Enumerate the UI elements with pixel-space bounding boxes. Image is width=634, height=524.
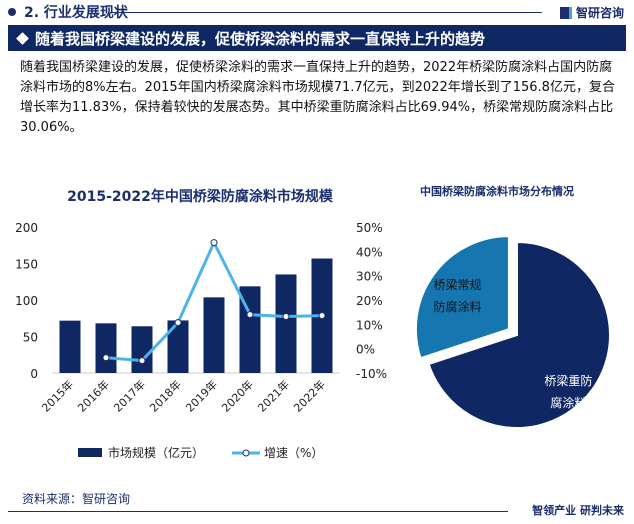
- right-axis-tick: -10%: [356, 367, 387, 381]
- x-tick-label: 2022年: [291, 377, 328, 414]
- right-axis-tick: 20%: [356, 294, 383, 308]
- bar: [167, 320, 189, 373]
- x-tick-label: 2021年: [255, 377, 292, 414]
- slogan: 智领产业 研判未来: [532, 504, 624, 517]
- right-axis-tick: 40%: [356, 245, 383, 259]
- body-paragraph: 随着我国桥梁建设的发展，促使桥梁涂料的需求一直保持上升的趋势，2022年桥梁防腐…: [20, 60, 615, 135]
- growth-point: [102, 354, 110, 362]
- pie-slice-label: 桥梁重防: [544, 373, 592, 388]
- section-title: 2. 行业发展现状: [24, 5, 128, 21]
- right-axis-tick: 10%: [356, 318, 383, 332]
- growth-point: [282, 313, 290, 321]
- logo-icon: [559, 6, 572, 19]
- right-axis-tick: 50%: [356, 221, 383, 235]
- x-tick-label: 2020年: [219, 377, 256, 414]
- bar: [59, 320, 81, 373]
- legend-bar-swatch: [78, 448, 102, 457]
- growth-point: [138, 357, 146, 365]
- pie-slice-label: 腐涂料: [550, 395, 586, 410]
- bar: [95, 323, 117, 373]
- legend-bar-label: 市场规模（亿元）: [108, 445, 204, 460]
- x-tick-label: 2018年: [147, 377, 184, 414]
- x-tick-label: 2017年: [111, 377, 148, 414]
- section-heading: 2. 行业发展现状: [8, 3, 128, 21]
- divider: [110, 12, 542, 13]
- left-axis-tick: 50: [23, 331, 38, 345]
- source-note: 资料来源：智研咨询: [22, 492, 131, 506]
- pie-slice: [414, 235, 510, 360]
- bar: [131, 326, 153, 373]
- right-axis-tick: 30%: [356, 270, 383, 284]
- growth-point: [246, 311, 254, 319]
- bar: [203, 297, 225, 373]
- brand-name: 智研咨询: [575, 6, 624, 20]
- legend-line-label: 增速（%）: [264, 446, 323, 460]
- x-tick-label: 2019年: [183, 377, 220, 414]
- pie-slice: [427, 240, 611, 429]
- legend-line-marker: [242, 449, 250, 457]
- right-axis-tick: 0%: [356, 343, 375, 357]
- banner: 随着我国桥梁建设的发展，促使桥梁涂料的需求一直保持上升的趋势: [8, 25, 626, 51]
- left-axis-tick: 200: [15, 221, 38, 235]
- growth-point: [210, 239, 218, 247]
- growth-point: [318, 312, 326, 320]
- left-axis-tick: 100: [15, 294, 38, 308]
- pie-slice-label: 桥梁常规: [433, 277, 481, 292]
- pie-slice-label: 防腐涂料: [433, 299, 481, 314]
- x-tick-label: 2016年: [75, 377, 112, 414]
- footer-divider: [8, 511, 508, 512]
- bullet-icon: [8, 8, 16, 16]
- banner-title: 随着我国桥梁建设的发展，促使桥梁涂料的需求一直保持上升的趋势: [35, 29, 486, 48]
- growth-point: [174, 319, 182, 327]
- x-tick-label: 2015年: [39, 377, 76, 414]
- bar: [275, 274, 297, 373]
- pie-chart-title: 中国桥梁防腐涂料市场分布情况: [420, 185, 574, 198]
- bar: [239, 286, 261, 373]
- left-axis-tick: 0: [30, 367, 38, 381]
- bar-chart-title: 2015-2022年中国桥梁防腐涂料市场规模: [67, 189, 333, 205]
- left-axis-tick: 150: [15, 258, 38, 272]
- brand-logo: 智研咨询: [559, 4, 624, 21]
